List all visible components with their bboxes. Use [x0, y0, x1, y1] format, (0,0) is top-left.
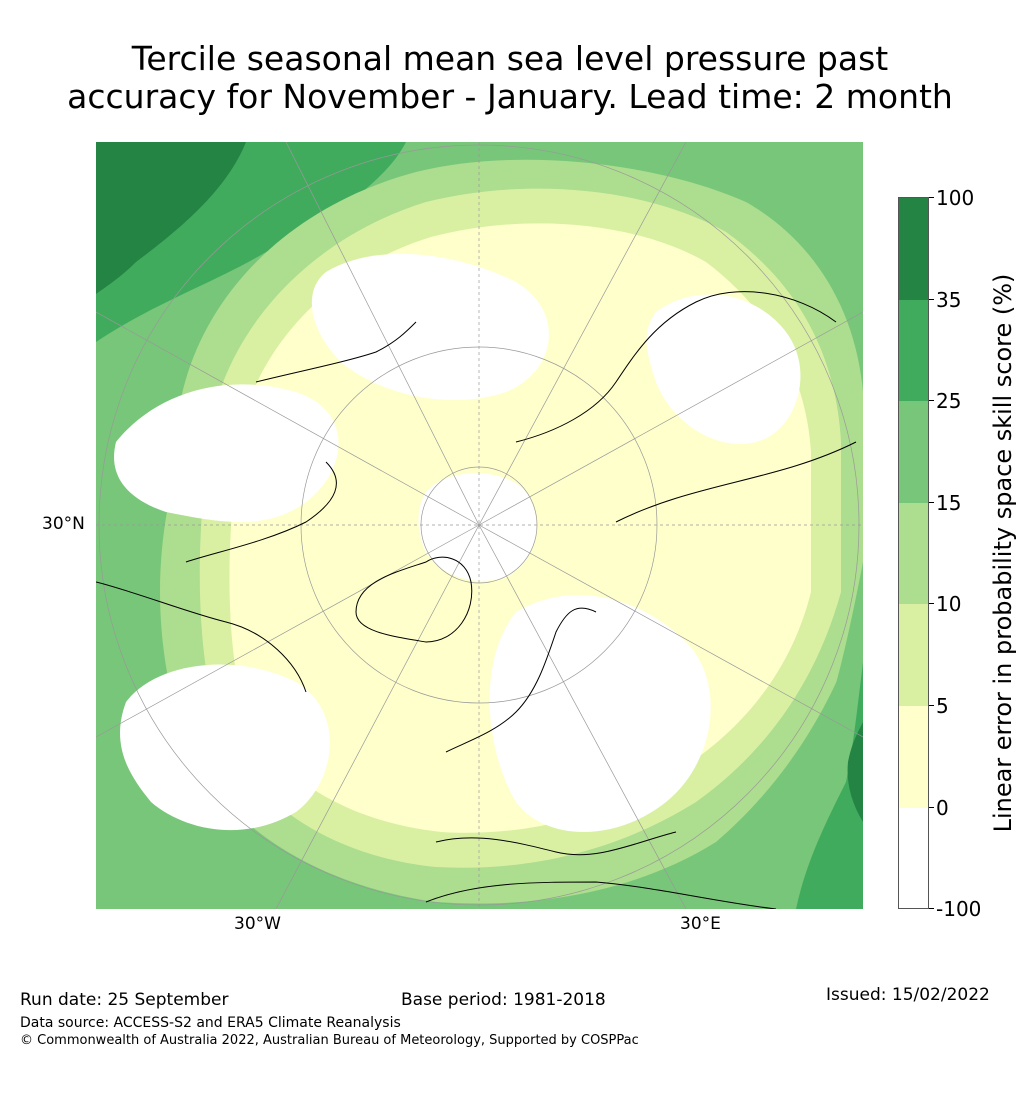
- lat-label-30n: 30°N: [42, 514, 85, 534]
- coast-africa-north: [425, 881, 777, 909]
- colorbar-tick-0: 0: [936, 796, 949, 820]
- skill-neg-arctic: [311, 253, 549, 401]
- meridian-0: [478, 524, 687, 909]
- colorbar-tickmark: [929, 908, 934, 909]
- colorbar-seg-5-10: [899, 604, 928, 706]
- skill-band-right-25-35: [796, 662, 863, 909]
- colorbar-tick-25: 25: [936, 389, 962, 413]
- skill-neg-eastasia: [646, 294, 801, 444]
- meridian-150e: [478, 142, 687, 526]
- colorbar-tickmark: [929, 197, 934, 198]
- polar-skill-map: [96, 142, 863, 909]
- base-period: Base period: 1981-2018: [401, 990, 606, 1010]
- coast-europe: [435, 607, 677, 856]
- colorbar-tickmark: [929, 400, 934, 401]
- colorbar-tick-10: 10: [936, 592, 962, 616]
- colorbar-title: Linear error in probability space skill …: [989, 273, 1017, 833]
- run-date: Run date: 25 September: [20, 990, 229, 1010]
- coastlines: [96, 291, 857, 909]
- colorbar-seg-25-35: [899, 300, 928, 401]
- meridian-150w: [285, 142, 480, 526]
- colorbar-tick-minus100: -100: [936, 897, 982, 921]
- skill-band-right-35-100: [847, 722, 863, 822]
- issued-date: Issued: 15/02/2022: [826, 985, 990, 1005]
- chart-title: Tercile seasonal mean sea level pressure…: [0, 40, 1020, 116]
- meridian-60e: [478, 524, 863, 738]
- meridian-90w: [96, 524, 480, 738]
- lon-label-30e: 30°E: [680, 914, 721, 934]
- copyright: © Commonwealth of Australia 2022, Austra…: [20, 1033, 639, 1048]
- colorbar-tick-5: 5: [936, 694, 949, 718]
- data-source: Data source: ACCESS-S2 and ERA5 Climate …: [20, 1015, 401, 1031]
- colorbar-tickmark: [929, 603, 934, 604]
- skill-neg-pacific: [120, 664, 330, 831]
- colorbar-seg-neg: [899, 808, 928, 908]
- meridian-30w: [275, 524, 480, 909]
- colorbar-tickmark: [929, 299, 934, 300]
- lon-label-30w: 30°W: [234, 914, 281, 934]
- graticule: [96, 142, 863, 909]
- skill-band-right-15-25: [696, 562, 863, 909]
- map-svg: [96, 142, 863, 909]
- colorbar-seg-35-100: [899, 198, 928, 300]
- coast-north-america: [96, 321, 417, 693]
- skill-neg-europe: [489, 595, 711, 832]
- colorbar-seg-15-25: [899, 401, 928, 503]
- skill-neg-pole: [418, 473, 537, 581]
- coast-asia: [515, 291, 857, 523]
- colorbar-tick-15: 15: [936, 491, 962, 515]
- colorbar-tickmark: [929, 705, 934, 706]
- meridian-120w: [96, 311, 480, 526]
- skill-neg-atlantic: [114, 384, 339, 522]
- colorbar-seg-10-15: [899, 503, 928, 604]
- meridian-120e: [478, 311, 863, 526]
- colorbar-tickmark: [929, 502, 934, 503]
- coast-greenland: [355, 556, 473, 643]
- colorbar-tick-100: 100: [936, 186, 975, 210]
- skill-veryhigh-topleft: [96, 142, 246, 294]
- colorbar-seg-0-5: [899, 706, 928, 808]
- colorbar-tick-35: 35: [936, 288, 962, 312]
- title-line-1: Tercile seasonal mean sea level pressure…: [131, 39, 889, 78]
- colorbar-tickmark: [929, 807, 934, 808]
- title-line-2: accuracy for November - January. Lead ti…: [67, 77, 953, 116]
- colorbar: [898, 197, 929, 909]
